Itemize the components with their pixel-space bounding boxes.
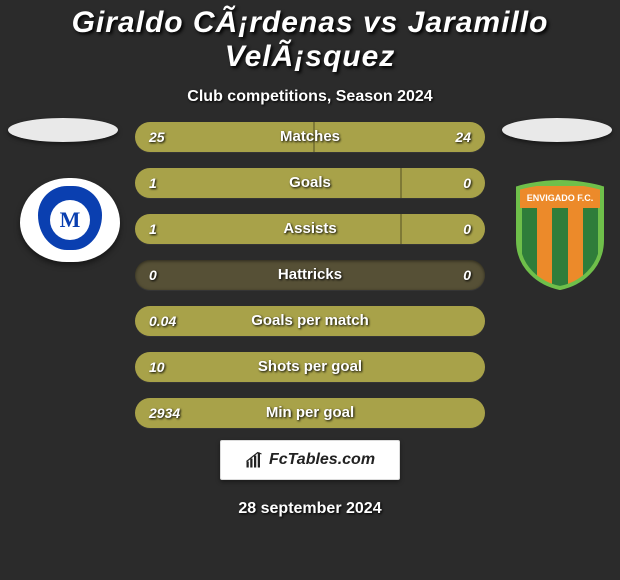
stat-label: Hattricks	[135, 260, 485, 290]
stat-label: Min per goal	[135, 398, 485, 428]
stat-label: Matches	[135, 122, 485, 152]
branding-text: FcTables.com	[269, 451, 375, 469]
stat-row: 10Goals	[135, 168, 485, 198]
player-head-left	[8, 118, 118, 142]
stat-label: Goals per match	[135, 306, 485, 336]
stat-label: Shots per goal	[135, 352, 485, 382]
stat-row: 0.04Goals per match	[135, 306, 485, 336]
envigado-text: ENVIGADO F.C.	[527, 193, 594, 203]
stat-row: 10Assists	[135, 214, 485, 244]
page-subtitle: Club competitions, Season 2024	[0, 88, 620, 106]
envigado-shield-icon: ENVIGADO F.C.	[510, 178, 610, 290]
stat-row: 2934Min per goal	[135, 398, 485, 428]
stat-label: Assists	[135, 214, 485, 244]
page-title: Giraldo CÃ¡rdenas vs Jaramillo VelÃ¡sque…	[0, 0, 620, 74]
millonarios-shield: M	[38, 186, 102, 250]
chart-icon	[245, 451, 263, 469]
player-head-right	[502, 118, 612, 142]
stat-row: 00Hattricks	[135, 260, 485, 290]
branding-box[interactable]: FcTables.com	[220, 440, 400, 480]
team-crest-left: M	[20, 178, 120, 262]
stat-label: Goals	[135, 168, 485, 198]
stats-area: 2524Matches 10Goals 10Assists 00Hattricks 0.…	[135, 122, 485, 444]
stat-row: 2524Matches	[135, 122, 485, 152]
stat-row: 10Shots per goal	[135, 352, 485, 382]
footer-date: 28 september 2024	[0, 500, 620, 518]
team-crest-right: ENVIGADO F.C.	[510, 178, 610, 290]
crest-letter: M	[50, 200, 90, 240]
